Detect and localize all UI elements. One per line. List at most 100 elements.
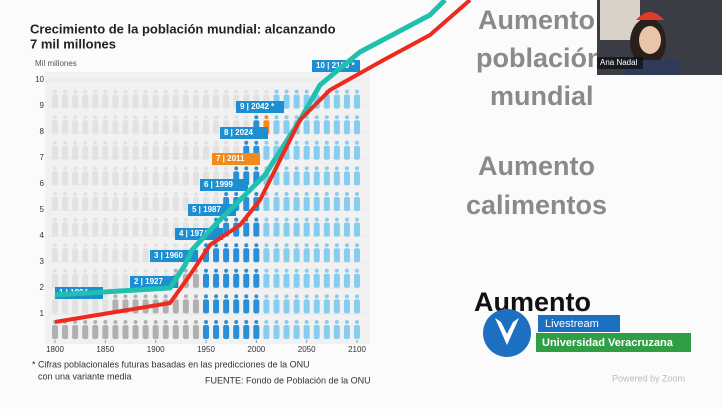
person-icon-head [244, 115, 249, 120]
person-icon-head [193, 166, 198, 171]
person-icon-head [193, 192, 198, 196]
person-icon-body [172, 299, 179, 314]
person-icon-body [323, 94, 330, 109]
person-icon-head [123, 89, 128, 94]
person-icon-head [193, 294, 198, 299]
person-icon-head [63, 115, 68, 120]
person-icon-body [303, 197, 310, 211]
video-hat [636, 12, 664, 20]
person-icon-head [143, 115, 148, 120]
person-icon-head [163, 192, 168, 196]
person-icon-head [234, 166, 239, 171]
heading: mundial [490, 81, 594, 111]
person-icon-head [204, 192, 208, 196]
person-icon-head [143, 89, 148, 94]
person-icon-body [132, 222, 139, 237]
person-icon-head [204, 115, 208, 120]
person-icon-head [143, 140, 148, 145]
person-icon-head [294, 217, 299, 222]
person-icon-head [324, 243, 329, 248]
video-tile: Ana Nadal [597, 0, 722, 75]
person-icon-head [93, 217, 98, 222]
person-icon-head [254, 89, 259, 94]
person-icon-head [143, 268, 148, 273]
uv-logo [483, 309, 531, 357]
person-icon-head [183, 192, 188, 196]
person-icon-head [234, 268, 239, 273]
person-icon-body [293, 248, 300, 263]
person-icon-body [152, 120, 159, 135]
person-icon-head [274, 217, 279, 222]
person-icon-body [52, 120, 58, 135]
plot: 1 2 3 4 5 6 7 8 9 10 1800 1850 1900 1950 2000 2050 2100 1… [35, 60, 370, 354]
person-icon-head [234, 320, 239, 324]
callout-bg [220, 127, 268, 139]
person-icon-body [263, 325, 270, 339]
person-icon-body [253, 222, 260, 237]
person-icon-body [182, 325, 189, 339]
person-icon-head [73, 115, 78, 120]
callout-bg [212, 153, 260, 165]
person-icon-head [113, 294, 118, 299]
person-icon-head [73, 192, 78, 196]
person-icon-head [133, 243, 138, 248]
person-icon-head [314, 320, 319, 324]
person-icon-body [273, 325, 280, 339]
person-icon-body [213, 299, 220, 314]
person-icon-head [264, 320, 269, 324]
person-icon-head [274, 192, 279, 196]
person-icon-head [183, 140, 188, 145]
callout-bg [200, 179, 248, 191]
person-icon-head [53, 217, 57, 222]
person-icon-head [113, 217, 118, 222]
person-icon-head [324, 320, 329, 324]
person-icon-head [264, 268, 269, 273]
person-icon-head [93, 166, 98, 171]
person-icon-body [333, 197, 340, 211]
person-icon-head [264, 140, 269, 145]
person-icon-body [62, 120, 69, 135]
person-icon-body [192, 94, 199, 109]
person-icon-body [313, 197, 320, 211]
person-icon-head [133, 320, 138, 324]
person-icon-body [122, 273, 129, 288]
person-icon-body [343, 222, 350, 237]
person-icon-head [123, 166, 128, 171]
person-icon-body [323, 273, 330, 288]
person-icon-head [93, 115, 98, 120]
person-icon-body [112, 222, 119, 237]
x-tick-label: 1900 [147, 345, 165, 354]
person-icon-body [203, 94, 209, 109]
person-icon-head [83, 243, 88, 248]
person-icon-head [113, 320, 118, 324]
person-icon-head [153, 294, 158, 299]
x-tick-label: 2050 [298, 345, 316, 354]
badge-bottom: Universidad Veracruzana [542, 337, 674, 349]
person-icon-body [293, 171, 300, 186]
person-icon-body [313, 171, 320, 186]
person-icon-body [333, 222, 340, 237]
person-icon-body [142, 197, 149, 211]
person-icon-body [354, 120, 360, 135]
person-icon-body [102, 94, 109, 109]
person-icon-body [92, 197, 99, 211]
person-icon-head [143, 192, 148, 196]
person-icon-head [355, 217, 359, 222]
person-icon-head [153, 243, 158, 248]
person-icon-body [333, 325, 340, 339]
person-icon-head [103, 243, 108, 248]
person-icon-body [182, 197, 189, 211]
person-icon-head [163, 89, 168, 94]
axis-label: Mil millones [35, 59, 77, 68]
person-icon-head [274, 320, 279, 324]
person-icon-body [243, 197, 250, 211]
footnote: * Cifras poblacionales futuras basadas e… [32, 359, 310, 369]
y-tick-label: 6 [40, 179, 45, 188]
person-icon-body [303, 222, 310, 237]
person-icon-head [224, 140, 229, 145]
y-tick-label: 5 [40, 205, 45, 214]
person-icon-head [53, 89, 57, 94]
annotation-line [54, 0, 472, 324]
person-icon-head [113, 140, 118, 145]
